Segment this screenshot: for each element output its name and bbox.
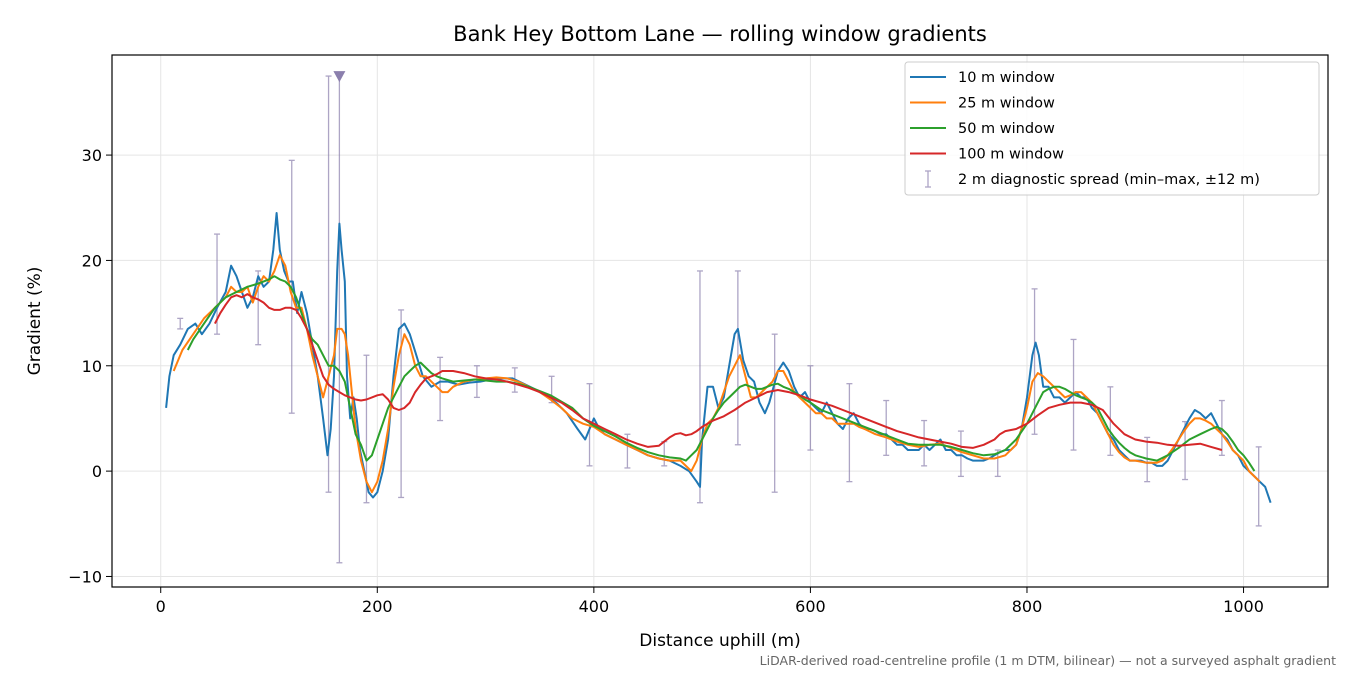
series-line <box>186 275 1256 472</box>
error-bar <box>661 440 668 467</box>
error-bars <box>177 71 1262 564</box>
footnote: LiDAR-derived road-centreline profile (1… <box>759 653 1336 668</box>
clipped-value-marker <box>333 71 346 83</box>
x-tick-label: 0 <box>156 597 166 616</box>
legend: 10 m window 25 m window 50 m window 100 m w… <box>904 61 1320 196</box>
y-tick-label: 0 <box>92 462 102 481</box>
y-tick-label: −10 <box>68 567 102 586</box>
legend-swatch <box>925 170 931 188</box>
error-bar <box>336 75 343 564</box>
y-axis-ticks: −10 0 10 20 30 <box>68 146 112 586</box>
error-bar <box>696 270 703 504</box>
error-bar <box>1255 446 1262 527</box>
legend-label: 100 m window <box>958 147 1064 163</box>
error-bar <box>921 419 928 467</box>
error-bar <box>957 430 964 478</box>
error-bar <box>771 333 778 493</box>
x-tick-label: 600 <box>795 597 826 616</box>
series-lines <box>165 212 1272 504</box>
y-tick-label: 30 <box>82 146 102 165</box>
series-line <box>172 254 1261 494</box>
x-axis-ticks: 0 200 400 600 800 1000 <box>156 587 1264 616</box>
chart-title: Bank Hey Bottom Lane — rolling window gr… <box>453 22 987 46</box>
legend-label: 10 m window <box>958 70 1055 86</box>
legend-label: 2 m diagnostic spread (min–max, ±12 m) <box>958 172 1260 188</box>
legend-label: 25 m window <box>958 96 1055 112</box>
error-bar <box>325 75 332 493</box>
error-bar <box>846 383 853 483</box>
x-tick-label: 1000 <box>1223 597 1264 616</box>
series-line <box>214 293 1223 451</box>
error-bar <box>177 317 184 330</box>
legend-box <box>904 61 1320 196</box>
y-tick-label: 20 <box>82 251 102 270</box>
series-line <box>165 212 1272 504</box>
error-bar <box>398 309 405 499</box>
plot-frame <box>111 54 1329 588</box>
x-tick-label: 800 <box>1012 597 1043 616</box>
y-tick-label: 10 <box>82 357 102 376</box>
legend-label: 50 m window <box>958 121 1055 137</box>
x-tick-label: 200 <box>362 597 393 616</box>
x-tick-label: 400 <box>579 597 610 616</box>
y-axis-label: Gradient (%) <box>25 267 45 376</box>
x-axis-label: Distance uphill (m) <box>639 631 800 651</box>
